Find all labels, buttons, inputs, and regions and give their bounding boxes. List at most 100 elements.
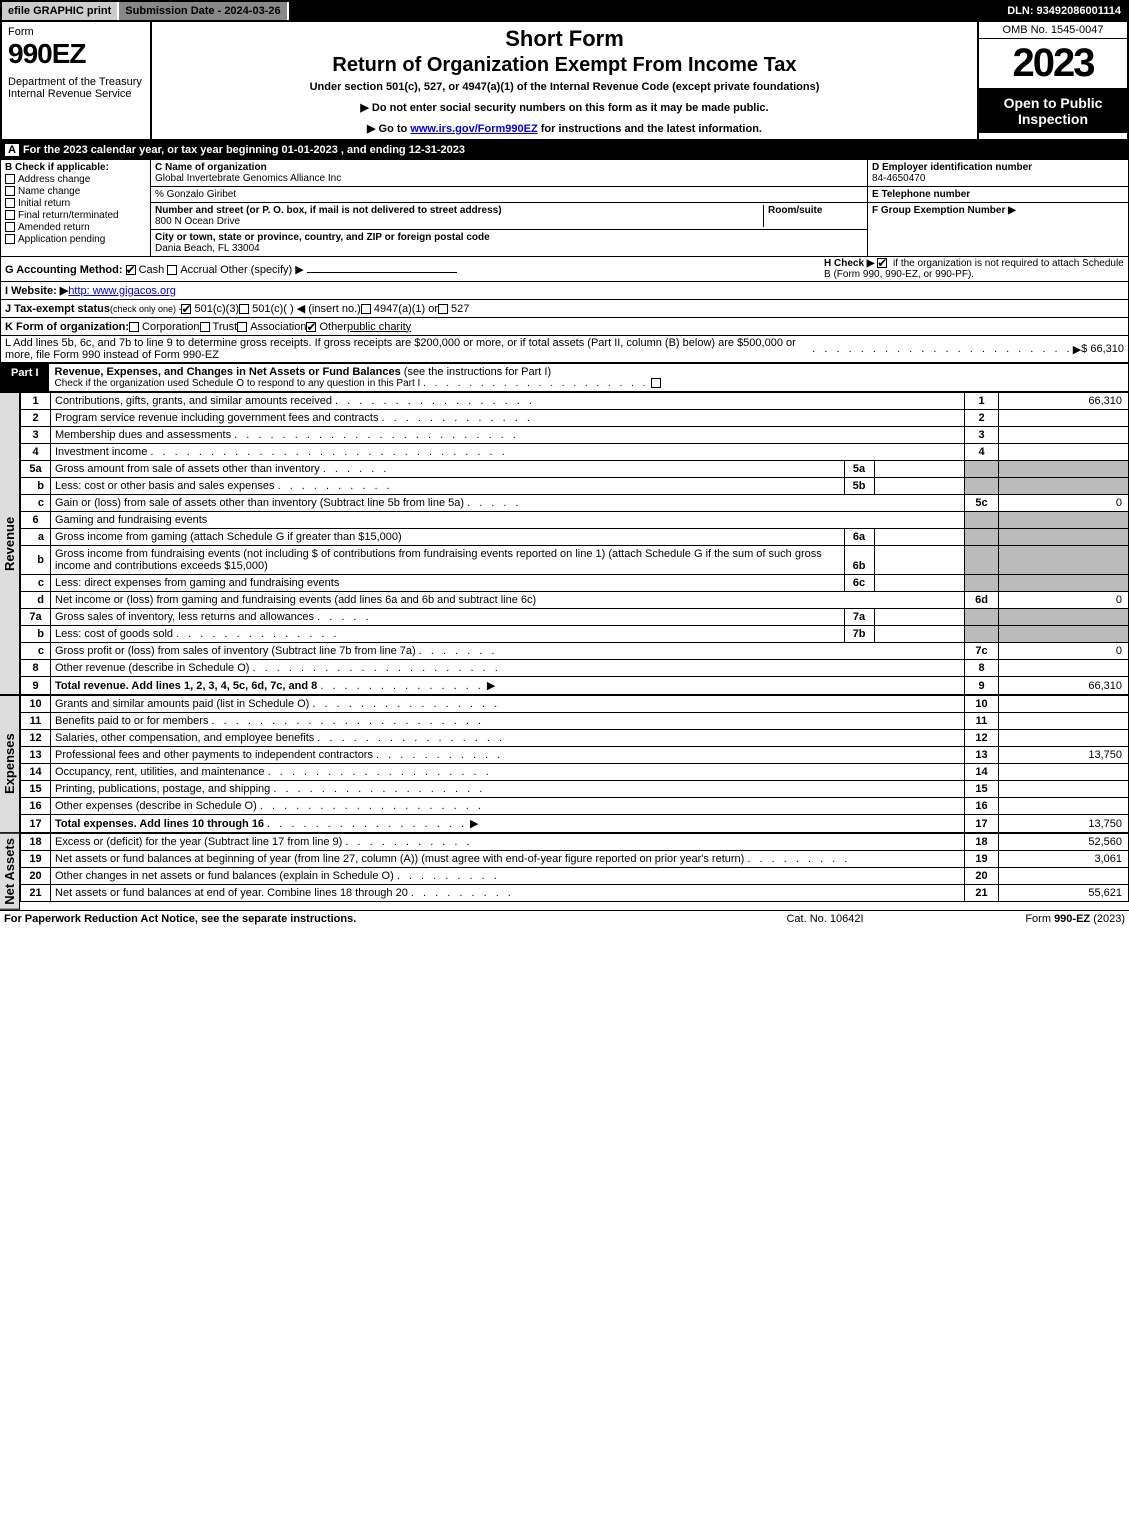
line-i-label: I Website: ▶ [5,284,68,297]
row-6c: cLess: direct expenses from gaming and f… [21,575,1129,592]
cb-corp[interactable] [129,322,139,332]
footer-left: For Paperwork Reduction Act Notice, see … [4,913,725,925]
row-21: 21Net assets or fund balances at end of … [21,885,1129,902]
row-11: 11Benefits paid to or for members . . . … [21,713,1129,730]
box-b: B Check if applicable: Address change Na… [1,160,151,256]
box-b-title: B Check if applicable: [5,162,146,173]
cb-address-change[interactable]: Address change [5,174,146,185]
cb-name-change[interactable]: Name change [5,186,146,197]
netassets-table: 18Excess or (deficit) for the year (Subt… [20,833,1129,902]
page-footer: For Paperwork Reduction Act Notice, see … [0,910,1129,927]
other-org-value: public charity [347,321,411,333]
department-label: Department of the Treasury Internal Reve… [8,76,144,100]
ein-value: 84-4650470 [872,173,925,184]
opt-other-org: Other [319,321,347,333]
phone-label: E Telephone number [872,189,970,200]
row-7c: cGross profit or (loss) from sales of in… [21,643,1129,660]
street-label: Number and street (or P. O. box, if mail… [155,205,502,216]
row-5a: 5aGross amount from sale of assets other… [21,461,1129,478]
cb-trust[interactable] [200,322,210,332]
omb-number: OMB No. 1545-0047 [979,22,1127,39]
cb-other-org[interactable] [306,322,316,332]
section-a-bar: A For the 2023 calendar year, or tax year… [0,141,1129,159]
section-a-text: For the 2023 calendar year, or tax year … [23,144,465,156]
info-grid: B Check if applicable: Address change Na… [0,159,1129,257]
cb-527[interactable] [438,304,448,314]
form-code: 990EZ [8,38,144,70]
room-label: Room/suite [768,205,822,216]
revenue-section: Revenue 1Contributions, gifts, grants, a… [0,392,1129,695]
org-name: Global Invertebrate Genomics Alliance In… [155,173,341,184]
part-i-header: Part I Revenue, Expenses, and Changes in… [0,363,1129,392]
line-g-label: G Accounting Method: [5,264,123,276]
row-7b: bLess: cost of goods sold . . . . . . . … [21,626,1129,643]
netassets-tab: Net Assets [0,833,20,910]
header-center: Short Form Return of Organization Exempt… [152,22,977,139]
cb-cash[interactable] [126,265,136,275]
opt-501c: 501(c)( ) ◀ (insert no.) [252,302,361,315]
cb-amended-return[interactable]: Amended return [5,222,146,233]
city-label: City or town, state or province, country… [155,232,490,243]
line-l-amount: $ 66,310 [1081,343,1124,355]
cb-initial-return[interactable]: Initial return [5,198,146,209]
opt-trust: Trust [213,321,238,333]
row-6b: bGross income from fundraising events (n… [21,546,1129,575]
opt-4947: 4947(a)(1) or [374,303,438,315]
accrual-label: Accrual [180,264,217,276]
line-g-h: G Accounting Method: Cash Accrual Other … [0,257,1129,282]
cb-accrual[interactable] [167,265,177,275]
care-of: % Gonzalo Giribet [155,189,236,200]
row-12: 12Salaries, other compensation, and empl… [21,730,1129,747]
website-link[interactable]: http: www.gigacos.org [68,285,176,297]
row-14: 14Occupancy, rent, utilities, and mainte… [21,764,1129,781]
cb-application-pending[interactable]: Application pending [5,234,146,245]
line-i: I Website: ▶ http: www.gigacos.org [0,282,1129,300]
cb-501c[interactable] [239,304,249,314]
irs-link[interactable]: www.irs.gov/Form990EZ [410,123,537,135]
ein-label: D Employer identification number [872,162,1032,173]
dots: . . . . . . . . . . . . . . . . . . . . … [812,343,1072,355]
other-method-label: Other (specify) ▶ [220,264,304,276]
row-6a: aGross income from gaming (attach Schedu… [21,529,1129,546]
expenses-section: Expenses 10Grants and similar amounts pa… [0,695,1129,833]
other-method-input[interactable] [307,272,457,273]
cb-assoc[interactable] [237,322,247,332]
line-k: K Form of organization: Corporation Trus… [0,318,1129,336]
line-h-label: H Check ▶ [824,258,874,269]
row-8: 8Other revenue (describe in Schedule O) … [21,660,1129,677]
row-5b: bLess: cost or other basis and sales exp… [21,478,1129,495]
goto-pre: ▶ Go to [367,123,410,135]
cb-501c3[interactable] [181,304,191,314]
line-j: J Tax-exempt status (check only one) - 5… [0,300,1129,318]
opt-501c3: 501(c)(3) [194,303,239,315]
short-form-title: Short Form [160,26,969,52]
header-left: Form 990EZ Department of the Treasury In… [2,22,152,139]
goto-post: for instructions and the latest informat… [538,123,762,135]
part-i-tab: Part I [1,364,49,391]
row-1: 1Contributions, gifts, grants, and simil… [21,393,1129,410]
efile-print-button[interactable]: efile GRAPHIC print [2,2,119,20]
cb-schedule-o[interactable] [651,378,661,388]
expenses-tab: Expenses [0,695,20,833]
row-18: 18Excess or (deficit) for the year (Subt… [21,834,1129,851]
opt-527: 527 [451,303,469,315]
row-19: 19Net assets or fund balances at beginni… [21,851,1129,868]
goto-note: ▶ Go to www.irs.gov/Form990EZ for instru… [160,122,969,135]
form-label: Form [8,26,144,38]
line-l-text: L Add lines 5b, 6c, and 7b to line 9 to … [5,337,812,361]
opt-corp: Corporation [142,321,199,333]
row-6d: dNet income or (loss) from gaming and fu… [21,592,1129,609]
city-value: Dania Beach, FL 33004 [155,243,260,254]
return-subtitle: Under section 501(c), 527, or 4947(a)(1)… [160,81,969,93]
footer-right: Form 990-EZ (2023) [925,913,1125,925]
row-3: 3Membership dues and assessments . . . .… [21,427,1129,444]
revenue-tab: Revenue [0,392,20,695]
section-a-letter: A [5,144,19,156]
row-9: 9Total revenue. Add lines 1, 2, 3, 4, 5c… [21,677,1129,695]
cb-final-return[interactable]: Final return/terminated [5,210,146,221]
part-i-title: Revenue, Expenses, and Changes in Net As… [49,364,1128,391]
cb-4947[interactable] [361,304,371,314]
cb-schedule-b[interactable] [877,258,887,268]
row-20: 20Other changes in net assets or fund ba… [21,868,1129,885]
row-6: 6Gaming and fundraising events [21,512,1129,529]
